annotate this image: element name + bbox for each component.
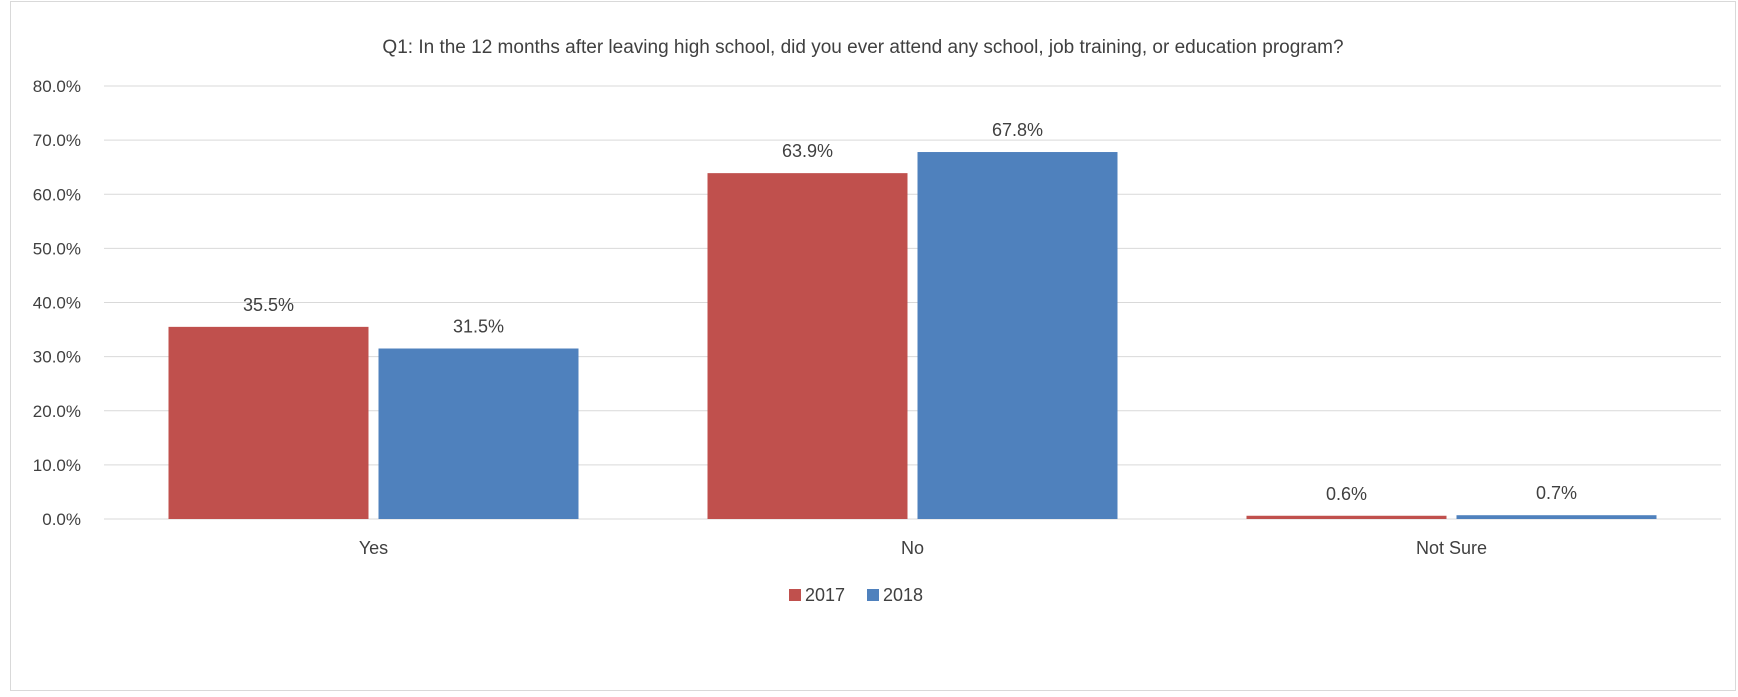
legend-label: 2017	[805, 585, 845, 605]
data-label: 0.6%	[1326, 484, 1367, 504]
bars	[168, 152, 1657, 520]
bar-2017-not-sure	[1246, 515, 1447, 519]
data-labels: 35.5% 31.5% 63.9% 67.8% 0.6% 0.7%	[243, 120, 1577, 504]
bar-2018-no	[917, 152, 1118, 519]
data-label: 31.5%	[453, 317, 504, 337]
data-label: 63.9%	[782, 141, 833, 161]
y-tick-label: 50.0%	[33, 239, 81, 258]
bar-2018-yes	[378, 348, 579, 519]
data-label: 0.7%	[1536, 483, 1577, 503]
legend-swatch	[867, 589, 879, 601]
data-label: 67.8%	[992, 120, 1043, 140]
data-label: 35.5%	[243, 295, 294, 315]
x-tick-label: Not Sure	[1416, 538, 1487, 558]
legend-swatch	[789, 589, 801, 601]
legend: 2017 2018	[789, 585, 923, 605]
legend-label: 2018	[883, 585, 923, 605]
x-tick-label: Yes	[359, 538, 388, 558]
bar-2018-not-sure	[1456, 515, 1657, 519]
gridlines	[104, 85, 1721, 520]
bar-chart: Q1: In the 12 months after leaving high …	[33, 37, 1721, 605]
bar-2017-no	[707, 173, 908, 520]
legend-item-2017: 2017	[789, 585, 845, 605]
bar-2017-yes	[168, 326, 369, 519]
chart-frame: Q1: In the 12 months after leaving high …	[10, 1, 1736, 691]
y-tick-label: 10.0%	[33, 456, 81, 475]
y-tick-label: 40.0%	[33, 294, 81, 313]
x-axis-tick-labels: Yes No Not Sure	[359, 538, 1487, 558]
y-axis-tick-labels: 0.0% 10.0% 20.0% 30.0% 40.0% 50.0% 60.0% 70.0% 8…	[33, 77, 81, 529]
legend-item-2018: 2018	[867, 585, 923, 605]
x-tick-label: No	[901, 538, 924, 558]
y-tick-label: 60.0%	[33, 185, 81, 204]
y-tick-label: 30.0%	[33, 348, 81, 367]
y-tick-label: 0.0%	[42, 510, 81, 529]
chart-title: Q1: In the 12 months after leaving high …	[382, 37, 1343, 58]
y-tick-label: 70.0%	[33, 131, 81, 150]
y-tick-label: 20.0%	[33, 402, 81, 421]
y-tick-label: 80.0%	[33, 77, 81, 96]
